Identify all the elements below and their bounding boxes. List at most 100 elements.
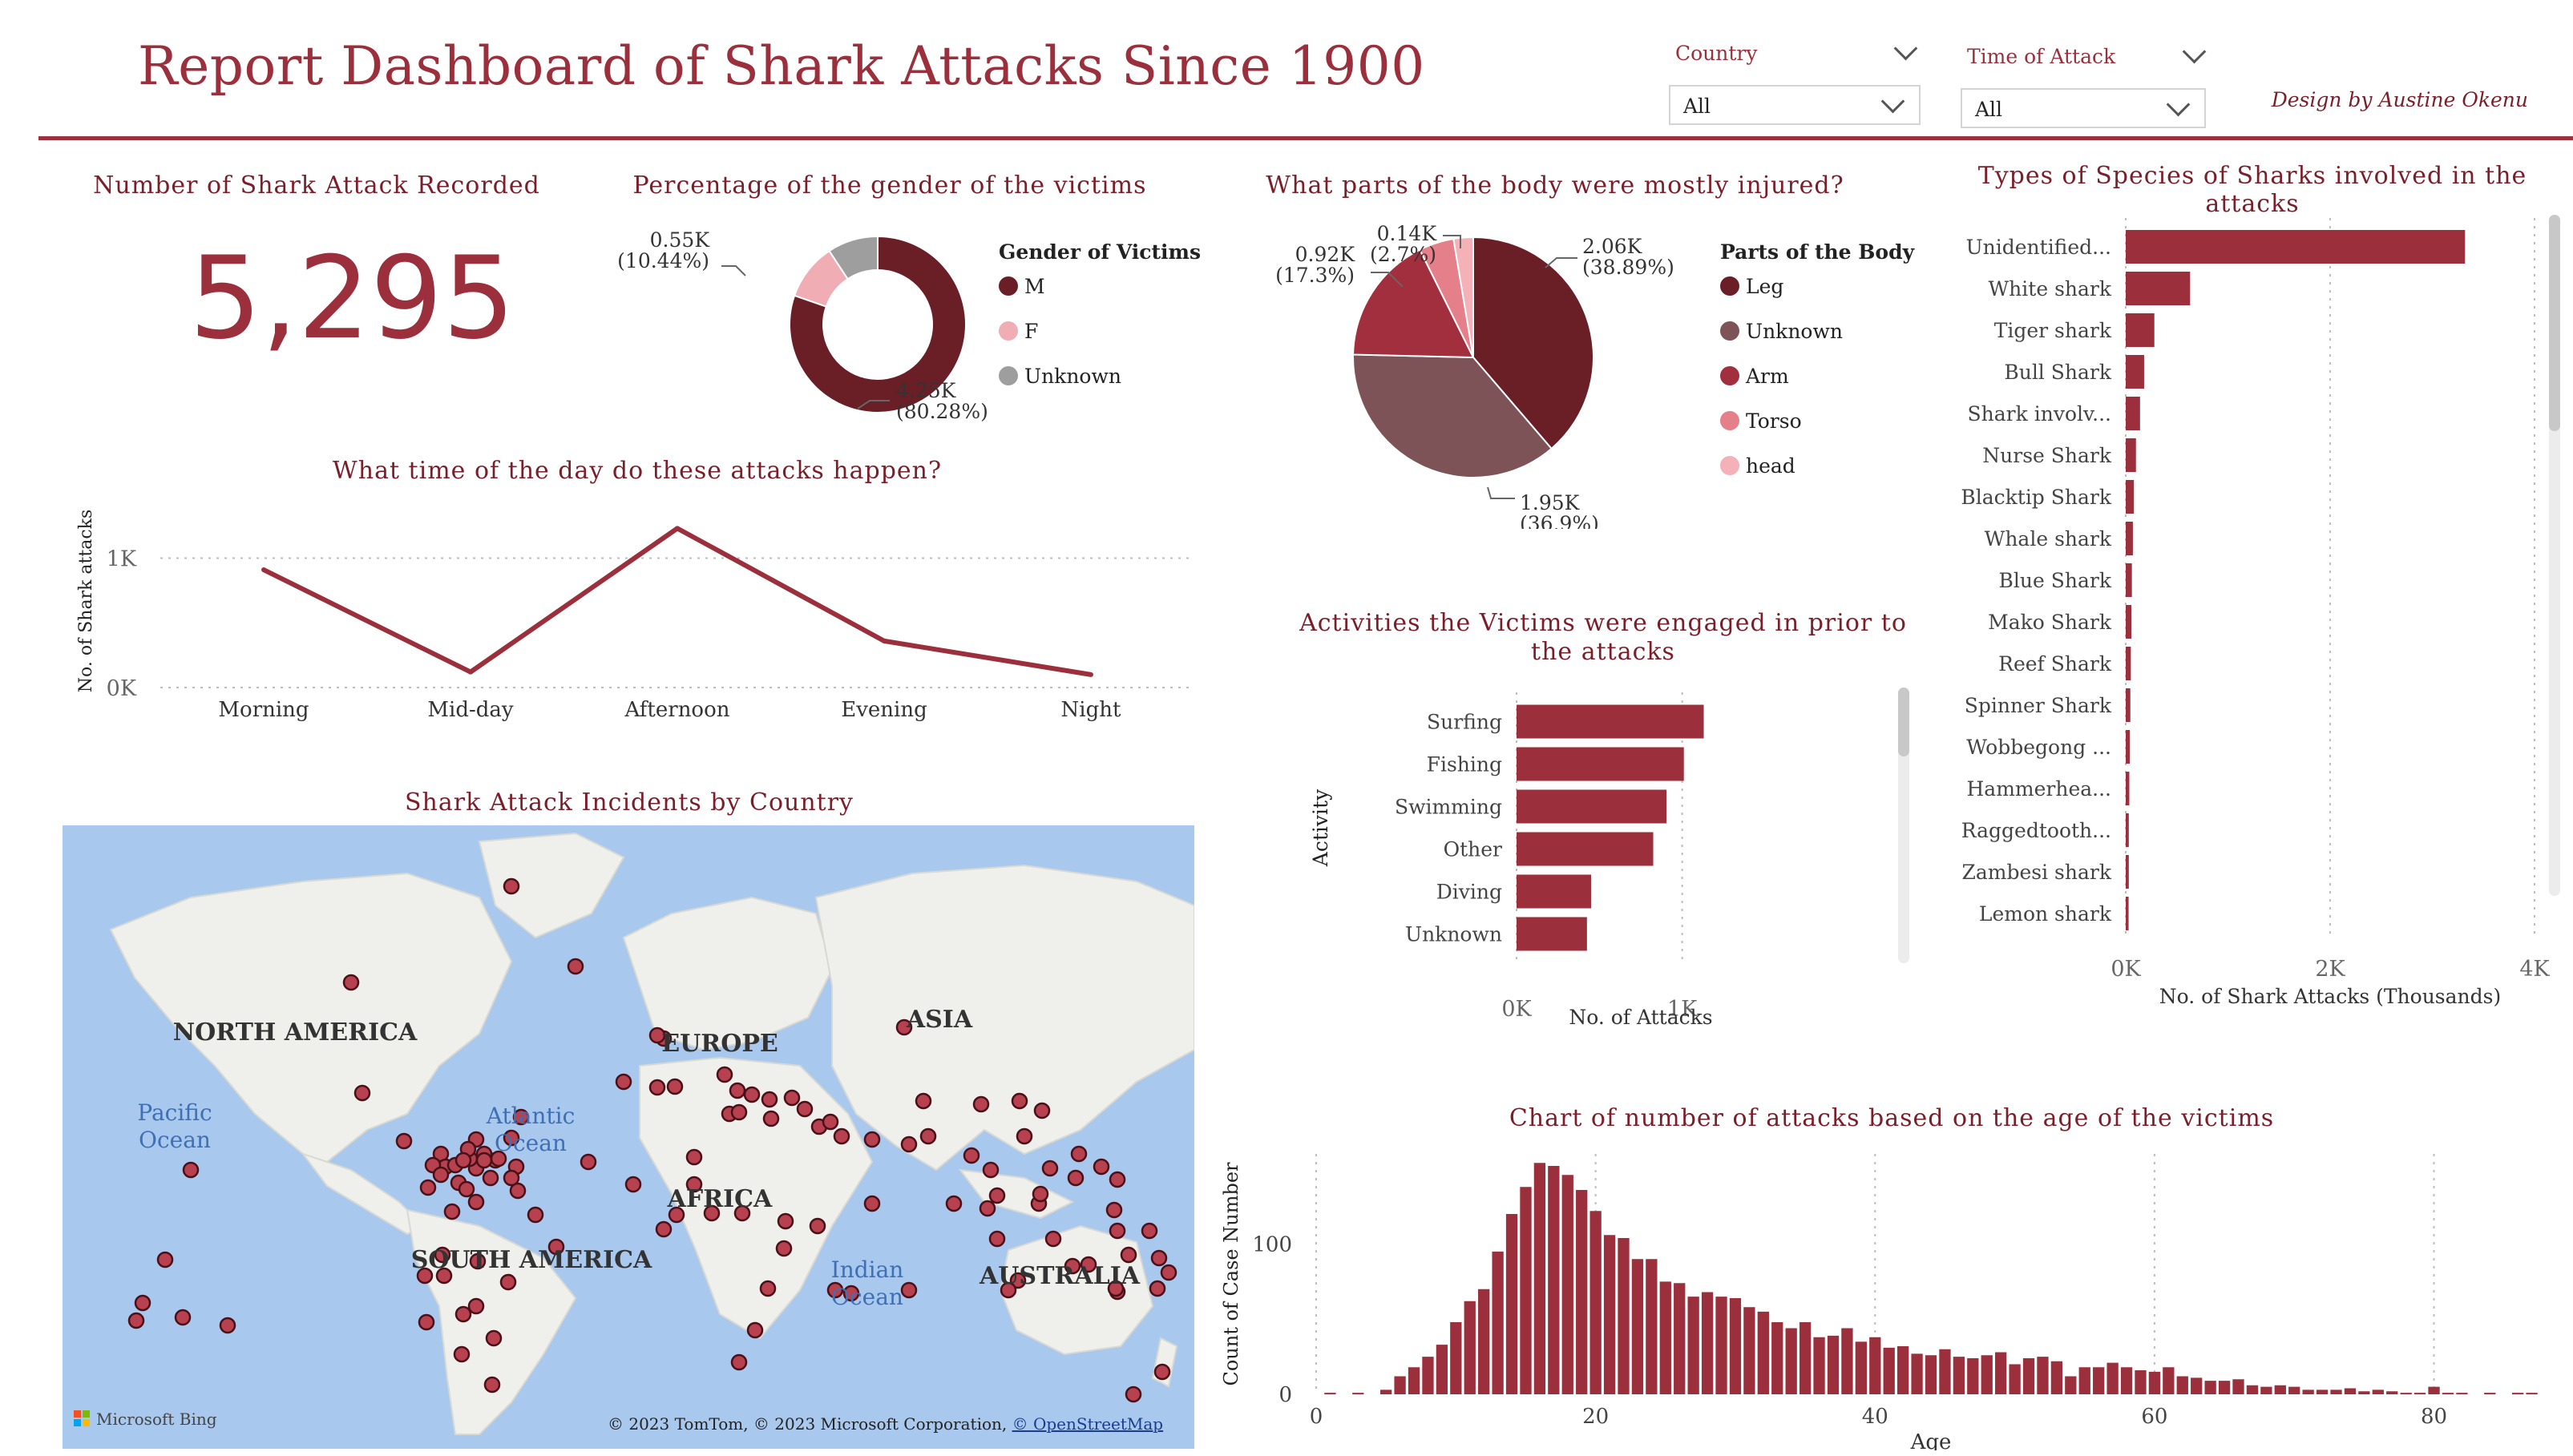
age-bar-54 (2065, 1376, 2077, 1394)
map-marker (156, 1251, 174, 1268)
map-markers (127, 877, 1177, 1403)
time-slicer-value: All (1975, 98, 2003, 121)
map-marker (982, 1161, 1000, 1179)
pie-leader-line (1443, 235, 1461, 248)
age-bar-23 (1631, 1259, 1644, 1394)
map-marker (503, 1169, 520, 1187)
label-atlantic: Atlantic Ocean (486, 1103, 576, 1156)
design-credit: Design by Austine Okenu (2271, 88, 2528, 111)
chevron-down-icon[interactable] (2182, 39, 2207, 66)
time-slicer-label: Time of Attack (1967, 45, 2116, 68)
x-tick-label: 40 (1862, 1405, 1888, 1429)
age-bar-24 (1646, 1259, 1658, 1394)
age-bar-72 (2316, 1389, 2329, 1394)
scrollbar-thumb (1898, 688, 1909, 756)
bar-unknown (1517, 917, 1587, 951)
age-bar-55 (2078, 1367, 2090, 1394)
age-bar-69 (2274, 1385, 2286, 1394)
map-continent-labels: NORTH AMERICA SOUTH AMERICA EUROPE AFRIC… (173, 1006, 1141, 1290)
page-title: Report Dashboard of Shark Attacks Since … (138, 35, 1425, 97)
bar-spinner-shark (2126, 688, 2131, 722)
map-marker (1041, 1160, 1059, 1177)
map-marker (1141, 1222, 1158, 1240)
map-marker (900, 1135, 918, 1153)
age-bar-29 (1715, 1297, 1727, 1394)
map-marker (1067, 1169, 1085, 1187)
country-slicer-dropdown[interactable]: All (1669, 85, 1921, 125)
body-legend-items: Leg Unknown Arm Torso head (1720, 264, 1914, 488)
world-map[interactable]: NORTH AMERICA SOUTH AMERICA EUROPE AFRIC… (63, 825, 1194, 1449)
map-marker (1064, 1257, 1081, 1275)
pie-slice-arm (1352, 248, 1475, 359)
map-marker (499, 1273, 517, 1291)
age-bar-43 (1911, 1353, 1923, 1394)
time-point-morning (261, 567, 266, 573)
x-tick-label: 60 (2141, 1405, 2167, 1429)
legend-swatch (999, 276, 1018, 296)
map-marker (972, 1095, 990, 1113)
pie-slice-m (789, 235, 967, 413)
age-bar-58 (2120, 1367, 2133, 1394)
age-bar-61 (2163, 1367, 2175, 1394)
header-divider (38, 136, 2573, 140)
age-bar-62 (2176, 1376, 2188, 1394)
map-marker (716, 1066, 733, 1083)
legend-item[interactable]: head (1720, 443, 1914, 488)
map-marker (490, 1150, 507, 1168)
gender-legend-items: M F Unknown (999, 264, 1201, 398)
age-bar-81 (2442, 1393, 2454, 1395)
body-pie-chart: 2.06K(38.89%) 1.95K(36.9%) 0.92K(17.3%) 0.1… (1275, 222, 1674, 529)
age-bar-44 (1925, 1355, 1937, 1394)
x-axis-label: No. of Shark Attacks (Thousands) (2159, 985, 2501, 1008)
legend-item[interactable]: F (999, 309, 1201, 353)
map-marker (509, 1182, 527, 1200)
legend-item[interactable]: Leg (1720, 264, 1914, 309)
microsoft-bing-logo: Microsoft Bing (74, 1410, 217, 1429)
legend-item[interactable]: M (999, 264, 1201, 309)
map-marker (822, 1113, 839, 1131)
age-bar-45 (1939, 1349, 1951, 1394)
age-bar-20 (1589, 1211, 1602, 1394)
map-marker (485, 1329, 503, 1347)
age-bar-31 (1743, 1307, 1755, 1394)
map-marker (988, 1230, 1006, 1248)
legend-label: Arm (1746, 364, 1789, 388)
legend-item[interactable]: Arm (1720, 353, 1914, 398)
age-bar-60 (2148, 1371, 2161, 1394)
map-marker (503, 1129, 520, 1147)
map-marker (775, 1240, 793, 1257)
y-tick-label: 100 (1252, 1233, 1292, 1257)
map-marker (418, 1313, 435, 1331)
time-point-night (1089, 672, 1093, 677)
map-marker (1016, 1127, 1033, 1145)
map-marker (1032, 1185, 1049, 1203)
bar-zambesi-shark (2126, 855, 2129, 889)
map-marker (624, 1176, 642, 1193)
x-tick-label: 1K (1667, 997, 1698, 1022)
map-logo-text: Microsoft Bing (96, 1410, 217, 1429)
x-tick-label: Morning (218, 698, 309, 722)
pie-data-label: 4.25K (896, 379, 957, 402)
map-marker (1011, 1092, 1028, 1110)
pie-slice-unknown (1352, 353, 1553, 478)
age-bar-82 (2456, 1393, 2468, 1395)
map-marker (1105, 1201, 1123, 1219)
age-bar-48 (1981, 1355, 1993, 1394)
legend-item[interactable]: Unknown (1720, 309, 1914, 353)
category-label: Zambesi shark (1962, 861, 2112, 884)
legend-label: Leg (1746, 274, 1784, 298)
map-marker (454, 1305, 472, 1323)
label-australia: AUSTRALIA (979, 1262, 1141, 1290)
legend-item[interactable]: Unknown (999, 353, 1201, 398)
age-bar-87 (2526, 1393, 2538, 1395)
time-slicer-dropdown[interactable]: All (1961, 88, 2206, 128)
time-chart-title: What time of the day do these attacks ha… (332, 457, 943, 485)
age-bar-3 (1352, 1393, 1364, 1395)
chevron-down-icon[interactable] (1893, 36, 1918, 63)
legend-item[interactable]: Torso (1720, 398, 1914, 443)
pie-leader-line (1371, 272, 1404, 288)
pie-slice-head (1452, 236, 1474, 358)
y-axis-label: No. of Shark attacks (76, 510, 96, 693)
age-bar-63 (2191, 1377, 2203, 1394)
bar-lemon-shark (2126, 897, 2129, 930)
